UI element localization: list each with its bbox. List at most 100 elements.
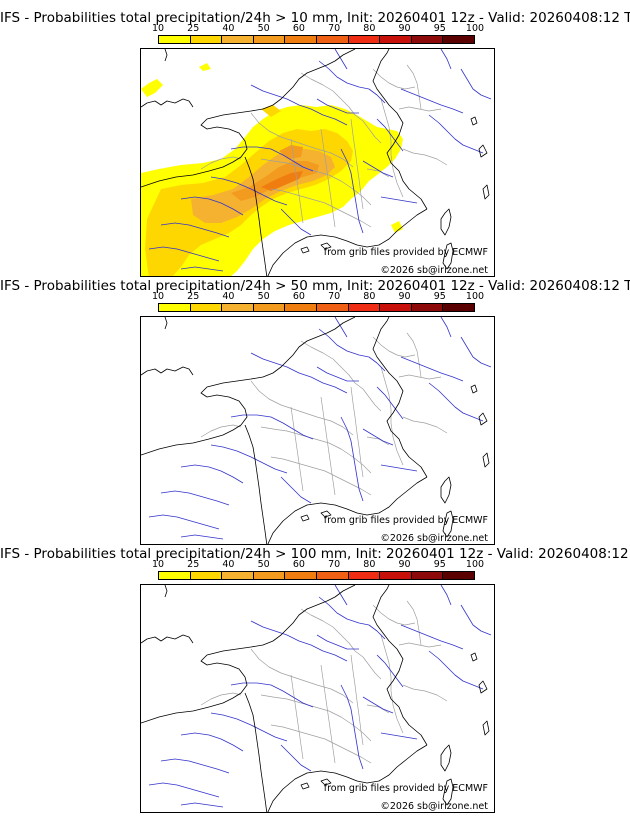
river-line bbox=[250, 352, 348, 394]
colorbar-swatch bbox=[253, 572, 286, 579]
river-line bbox=[148, 782, 220, 798]
admin-border-line bbox=[398, 374, 442, 380]
coastline bbox=[267, 744, 428, 812]
colorbar-swatch bbox=[159, 572, 191, 579]
colorbar-tick-label: 50 bbox=[257, 291, 270, 302]
credit-copyright: ©2026 sb@irizone.net bbox=[380, 533, 488, 544]
coastline bbox=[141, 585, 356, 724]
river-line bbox=[334, 317, 348, 338]
river-line bbox=[380, 464, 418, 472]
river-line bbox=[318, 596, 386, 640]
credit-source: from grib files provided by ECMWF bbox=[323, 783, 488, 794]
river-line bbox=[380, 732, 418, 740]
colorbar-swatch bbox=[285, 572, 317, 579]
admin-border-line bbox=[260, 426, 372, 474]
colorbar bbox=[158, 571, 475, 580]
admin-border-line bbox=[200, 156, 242, 170]
colorbar bbox=[158, 35, 475, 44]
river-line bbox=[400, 624, 464, 650]
admin-border-line bbox=[320, 128, 336, 228]
coastline bbox=[141, 317, 356, 456]
coastline bbox=[478, 680, 488, 694]
river-line bbox=[180, 266, 224, 272]
coastline bbox=[470, 116, 478, 126]
coastline bbox=[440, 208, 452, 236]
colorbar-swatch bbox=[348, 304, 381, 311]
river-line bbox=[316, 366, 359, 382]
river-line bbox=[280, 744, 312, 772]
forecast-panel-100mm: IFS - Probabilities total precipitation/… bbox=[0, 536, 630, 813]
admin-border-line bbox=[300, 340, 382, 412]
coastline bbox=[372, 317, 428, 478]
admin-border-line bbox=[300, 72, 382, 144]
colorbar-tick-label: 50 bbox=[257, 559, 270, 570]
colorbar-swatch bbox=[443, 572, 474, 579]
colorbar-tick-label: 70 bbox=[328, 291, 341, 302]
admin-border-line bbox=[320, 396, 336, 496]
colorbar-swatch bbox=[316, 572, 349, 579]
admin-border-line bbox=[260, 694, 372, 742]
coastline bbox=[164, 585, 168, 598]
colorbar-tick-label: 50 bbox=[257, 23, 270, 34]
admin-border-line bbox=[200, 692, 242, 706]
river-line bbox=[428, 382, 484, 422]
coastline bbox=[440, 744, 452, 772]
colorbar-swatch bbox=[159, 36, 191, 43]
colorbar-swatch bbox=[443, 304, 474, 311]
river-line bbox=[210, 176, 288, 206]
river-line bbox=[340, 148, 364, 234]
colorbar-swatch bbox=[411, 572, 444, 579]
river-line bbox=[318, 60, 386, 104]
river-line bbox=[210, 712, 288, 742]
river-line bbox=[180, 802, 224, 808]
admin-border-line bbox=[350, 386, 364, 478]
panel-title: IFS - Probabilities total precipitation/… bbox=[0, 10, 630, 26]
coastline bbox=[482, 720, 490, 736]
colorbar-swatch bbox=[348, 572, 381, 579]
colorbar-tick-label: 10 bbox=[151, 23, 165, 34]
colorbar-tick-label: 95 bbox=[433, 23, 446, 34]
colorbar-swatch bbox=[190, 304, 223, 311]
colorbar-tick-label: 40 bbox=[222, 23, 235, 34]
colorbar-swatch bbox=[348, 36, 381, 43]
admin-border-line bbox=[250, 648, 354, 704]
precip-prob-50-60 bbox=[279, 145, 303, 159]
river-line bbox=[440, 317, 452, 338]
coastline bbox=[300, 246, 310, 254]
colorbar-swatch bbox=[190, 36, 223, 43]
river-line bbox=[440, 585, 452, 606]
river-line bbox=[428, 114, 484, 154]
coastline bbox=[164, 317, 168, 330]
coastline bbox=[244, 692, 268, 812]
river-line bbox=[376, 654, 404, 688]
map-area: from grib files provided by ECMWF ©2026 … bbox=[140, 48, 495, 277]
colorbar-swatch bbox=[411, 304, 444, 311]
river-line bbox=[334, 49, 348, 70]
precip-prob-10-25 bbox=[391, 221, 403, 233]
coastline bbox=[141, 366, 194, 376]
colorbar-tick-label: 90 bbox=[398, 23, 411, 34]
river-line bbox=[180, 464, 244, 484]
river-line bbox=[180, 534, 224, 540]
colorbar-labels: 10 25 40 50 60 70 80 90 95 100 bbox=[152, 291, 484, 302]
river-line bbox=[362, 428, 394, 446]
colorbar-tick-label: 40 bbox=[222, 291, 235, 302]
credit-source: from grib files provided by ECMWF bbox=[323, 247, 488, 258]
coastline bbox=[478, 412, 488, 426]
colorbar-tick-label: 95 bbox=[433, 291, 446, 302]
forecast-panel-50mm: IFS - Probabilities total precipitation/… bbox=[0, 268, 630, 545]
admin-border-line bbox=[250, 380, 354, 436]
admin-border-line bbox=[290, 138, 304, 224]
river-line bbox=[460, 604, 492, 636]
river-line bbox=[380, 196, 418, 204]
colorbar-tick-label: 60 bbox=[292, 291, 305, 302]
colorbar-tick-label: 10 bbox=[151, 559, 165, 570]
river-line bbox=[210, 444, 288, 474]
colorbar-tick-label: 60 bbox=[292, 559, 305, 570]
river-line bbox=[334, 585, 348, 606]
coastline bbox=[141, 98, 194, 108]
colorbar bbox=[158, 303, 475, 312]
forecast-panel-10mm: IFS - Probabilities total precipitation/… bbox=[0, 0, 630, 277]
coastline bbox=[442, 778, 454, 806]
map-area: from grib files provided by ECMWF ©2026 … bbox=[140, 584, 495, 813]
